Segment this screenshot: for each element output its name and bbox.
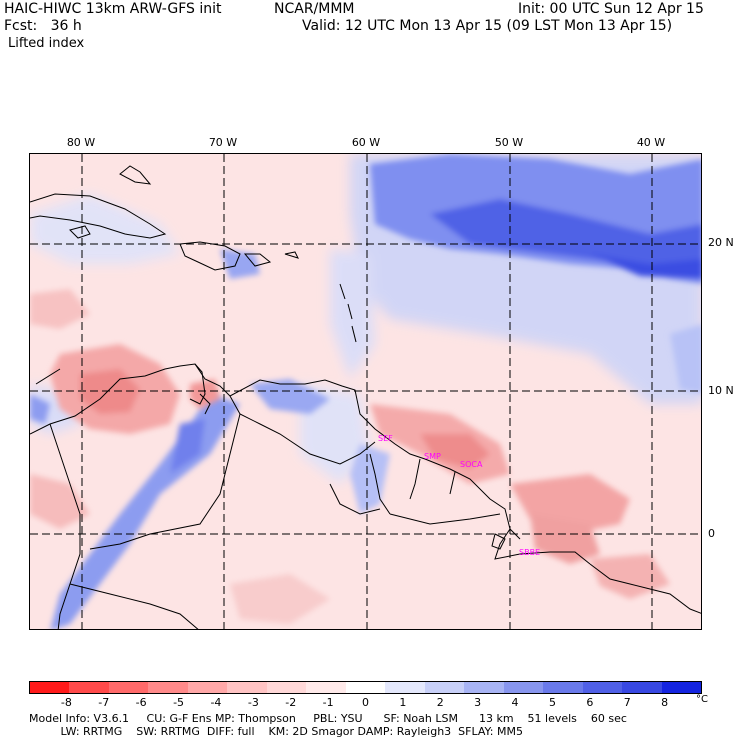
graticule (30, 154, 701, 629)
stations: SEF SMP SOCA SBBE (378, 434, 540, 557)
colorbar-tick-label: 0 (362, 696, 369, 709)
init-time: Init: 00 UTC Sun 12 Apr 15 (518, 1, 704, 17)
field-name: Lifted index (8, 36, 85, 51)
colorbar-cell (661, 682, 701, 693)
colorbar-cell (108, 682, 149, 693)
colorbar-cell (424, 682, 465, 693)
model-info-line-1: Model Info: V3.6.1 CU: G-F Ens MP: Thomp… (29, 712, 627, 725)
lon-label-70w: 70 W (208, 136, 238, 149)
colorbar-cell (345, 682, 386, 693)
organization-label: NCAR/MMM (274, 1, 355, 17)
colorbar-cell (582, 682, 623, 693)
colorbar-cell (266, 682, 307, 693)
model-title: HAIC-HIWC 13km ARW-GFS init (4, 1, 222, 17)
positive-strong-regions (30, 154, 701, 629)
colorbar-tick-label: -3 (247, 696, 259, 709)
colorbar-tick-label: -4 (210, 696, 222, 709)
colorbar-tick-label: -6 (135, 696, 147, 709)
colorbar-tick-label: 5 (548, 696, 556, 709)
station-smp: SMP (424, 452, 441, 461)
colorbar-cell (622, 682, 662, 693)
station-sbbe: SBBE (519, 548, 540, 557)
model-info-line-2: LW: RRTMG SW: RRTMG DIFF: full KM: 2D Sm… (29, 725, 523, 738)
colorbar-unit: °C (696, 694, 708, 705)
lat-label-10n: 10 N (708, 384, 734, 397)
colorbar-tick-label: 2 (436, 696, 444, 709)
colorbar-cell (148, 682, 188, 693)
lon-label-60w: 60 W (351, 136, 381, 149)
colorbar-tick-label: -7 (98, 696, 110, 709)
colorbar-cell (30, 682, 70, 693)
colorbar-tick-label: 7 (623, 696, 631, 709)
colorbar-cell (187, 682, 228, 693)
colorbar-cell (543, 682, 583, 693)
colorbar-cell (385, 682, 425, 693)
colorbar-tick-label: 6 (586, 696, 594, 709)
map-canvas: SEF SMP SOCA SBBE (30, 154, 701, 629)
colorbar-cell (69, 682, 109, 693)
lat-label-equator: 0 (708, 527, 715, 540)
colorbar-tick-label: 4 (511, 696, 519, 709)
lon-label-40w: 40 W (636, 136, 666, 149)
station-soca: SOCA (460, 460, 483, 469)
colorbar-tick-label: -8 (60, 696, 72, 709)
colorbar-tick-label: 3 (474, 696, 482, 709)
colorbar-cell (464, 682, 504, 693)
colorbar-tick-label: -1 (322, 696, 334, 709)
valid-time: Valid: 12 UTC Mon 13 Apr 15 (09 LST Mon … (302, 18, 673, 34)
station-sef: SEF (378, 434, 393, 443)
colorbar-tick-label: 8 (661, 696, 669, 709)
lon-label-80w: 80 W (66, 136, 96, 149)
colorbar-cell (227, 682, 267, 693)
forecast-hour: Fcst: 36 h (4, 18, 82, 34)
colorbar-cell (503, 682, 544, 693)
colorbar-cell (306, 682, 346, 693)
lat-label-20n: 20 N (708, 236, 734, 249)
coastlines (30, 165, 701, 629)
lifted-index-map[interactable]: SEF SMP SOCA SBBE (29, 153, 702, 630)
colorbar (29, 681, 702, 694)
lon-label-50w: 50 W (494, 136, 524, 149)
colorbar-tick-label: -5 (173, 696, 185, 709)
colorbar-tick-label: 1 (399, 696, 407, 709)
colorbar-tick-label: -2 (285, 696, 297, 709)
